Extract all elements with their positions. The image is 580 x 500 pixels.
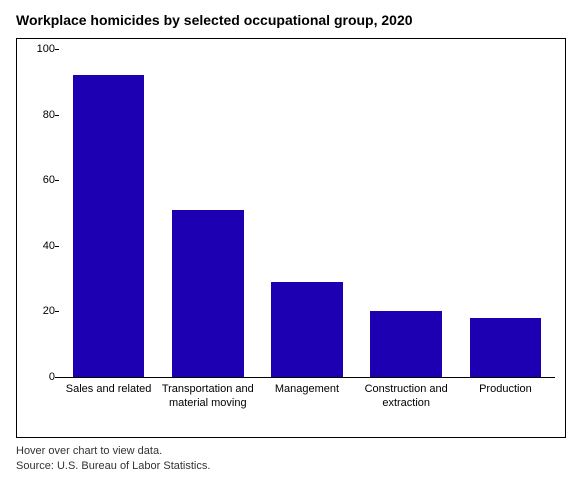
bar[interactable] xyxy=(271,282,342,377)
bar[interactable] xyxy=(370,311,441,377)
source-text: Source: U.S. Bureau of Labor Statistics. xyxy=(16,460,210,472)
bar[interactable] xyxy=(73,75,144,377)
y-tick-label: 60 xyxy=(25,174,55,186)
y-tick-mark xyxy=(55,115,59,116)
y-tick-mark xyxy=(55,49,59,50)
bar[interactable] xyxy=(470,318,541,377)
y-tick-label: 80 xyxy=(25,109,55,121)
y-tick-mark xyxy=(55,246,59,247)
bar[interactable] xyxy=(172,210,243,377)
hover-hint: Hover over chart to view data. xyxy=(16,445,162,457)
y-tick-label: 20 xyxy=(25,305,55,317)
plot-area xyxy=(59,49,555,377)
x-tick-label: Transportation and material moving xyxy=(158,383,257,411)
y-tick-mark xyxy=(55,311,59,312)
x-tick-label: Management xyxy=(257,383,356,397)
chart-title: Workplace homicides by selected occupati… xyxy=(16,12,564,28)
chart-box: 0 20 40 60 80 100 Sales and relatedTransportat… xyxy=(16,38,566,438)
x-tick-label: Sales and related xyxy=(59,383,158,397)
x-tick-label: Production xyxy=(456,383,555,397)
chart-footer: Hover over chart to view data. Source: U… xyxy=(16,444,564,474)
x-axis-line xyxy=(59,377,555,378)
y-tick-label: 100 xyxy=(25,43,55,55)
x-tick-label: Construction and extraction xyxy=(357,383,456,411)
y-tick-label: 0 xyxy=(25,371,55,383)
y-tick-label: 40 xyxy=(25,240,55,252)
y-tick-mark xyxy=(55,180,59,181)
